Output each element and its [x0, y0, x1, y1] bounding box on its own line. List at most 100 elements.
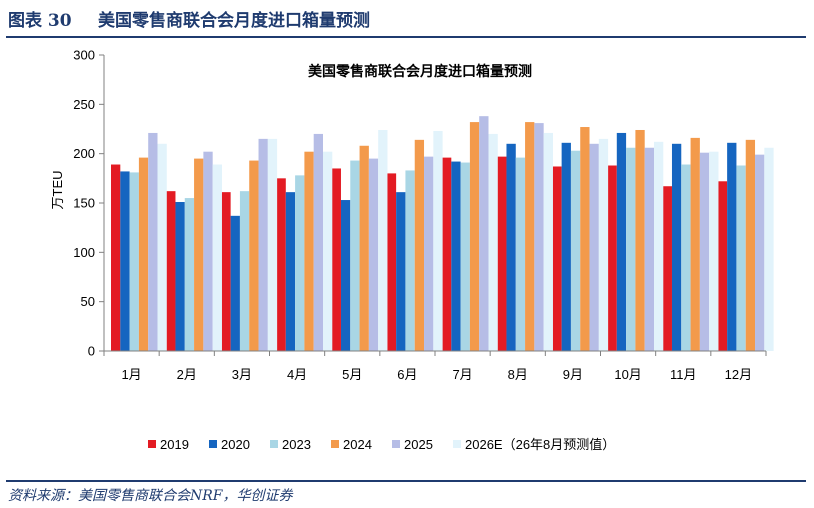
y-tick-label: 50 — [81, 294, 95, 309]
bar-2020-12 — [727, 142, 737, 351]
x-tick-label: 6月 — [397, 367, 417, 382]
legend-swatch — [331, 440, 339, 448]
y-axis-label: 万TEU — [50, 170, 65, 209]
x-tick-label: 1月 — [121, 367, 141, 382]
bars-layer — [111, 116, 774, 351]
bar-2023-2 — [184, 198, 195, 351]
bar-2026E268-12 — [764, 147, 774, 351]
chart-title: 美国零售商联合会月度进口箱量预测 — [308, 63, 532, 79]
bar-2019-3 — [221, 192, 231, 351]
bar-2024-12 — [745, 139, 756, 351]
bar-chart: 美国零售商联合会月度进口箱量预测 万TEU 0 50 100 150 200 250 300… — [50, 48, 774, 452]
legend-label: 2019 — [160, 437, 189, 452]
bar-2019-5 — [331, 168, 341, 351]
bar-2025-8 — [534, 123, 544, 351]
bar-2025-9 — [589, 143, 599, 351]
bar-2026E268-7 — [488, 133, 498, 351]
bar-2024-2 — [194, 158, 204, 351]
legend: 2019 2020 2023 2024 2025 2026E（26年8月预测值） — [148, 437, 615, 452]
bar-2024-1 — [138, 157, 149, 351]
bar-2026E268-5 — [378, 129, 388, 351]
bar-2019-9 — [552, 166, 562, 351]
bar-2024-11 — [690, 137, 700, 351]
legend-label: 2026E（26年8月预测值） — [465, 437, 615, 452]
bar-2024-8 — [525, 122, 535, 351]
bar-2026E268-8 — [543, 132, 553, 351]
bar-2024-6 — [414, 139, 425, 351]
bar-2023-10 — [626, 147, 636, 351]
y-tick-label: 0 — [88, 344, 95, 359]
legend-label: 2020 — [221, 437, 250, 452]
bar-2026E268-3 — [267, 138, 278, 351]
x-tick-label: 8月 — [508, 367, 528, 382]
axes-layer: 0 50 100 150 200 250 300 1月 2月 3月 4月 5月 6月 7月 8月 9月 10月 1… — [73, 48, 767, 382]
bar-2025-12 — [755, 154, 765, 351]
legend-swatch — [209, 440, 217, 448]
bar-2025-1 — [148, 132, 158, 351]
legend-label: 2025 — [404, 437, 433, 452]
bar-2025-11 — [699, 152, 710, 351]
y-tick-label: 250 — [73, 97, 95, 112]
x-tick-label: 11月 — [670, 367, 697, 382]
bar-2020-7 — [451, 161, 461, 351]
bar-2025-10 — [644, 147, 654, 351]
bar-2019-12 — [717, 181, 728, 351]
bar-2023-9 — [570, 150, 581, 351]
bar-2023-11 — [681, 164, 691, 351]
legend-label: 2023 — [282, 437, 311, 452]
x-tick-label: 5月 — [342, 367, 362, 382]
bar-2019-2 — [166, 191, 176, 351]
bar-2020-6 — [396, 192, 406, 351]
bar-2020-2 — [175, 202, 185, 351]
bar-2019-1 — [111, 164, 121, 351]
bar-2019-8 — [497, 156, 507, 351]
x-tick-label: 7月 — [452, 367, 472, 382]
bar-2026E268-9 — [598, 138, 609, 351]
header-rule — [6, 36, 806, 38]
bar-2026E268-2 — [212, 164, 222, 351]
y-tick-label: 200 — [73, 146, 95, 161]
legend-swatch — [270, 440, 278, 448]
x-tick-label: 12月 — [725, 367, 752, 382]
bar-2019-11 — [662, 186, 672, 351]
bar-2024-10 — [635, 129, 645, 351]
bar-2024-3 — [249, 160, 259, 351]
bar-2024-5 — [359, 145, 369, 351]
y-tick-label: 100 — [73, 245, 95, 260]
bar-2020-8 — [506, 143, 516, 351]
bar-2020-5 — [340, 200, 351, 351]
bar-2025-3 — [258, 138, 268, 351]
bar-2020-1 — [120, 171, 130, 351]
bar-2020-11 — [671, 143, 682, 351]
bar-2019-7 — [442, 157, 452, 351]
bar-2026E268-1 — [157, 143, 167, 351]
source-note: 资料来源：美国零售商联合会NRF，华创证券 — [8, 488, 293, 504]
bar-2025-5 — [368, 158, 379, 351]
bar-2024-4 — [304, 151, 314, 351]
x-tick-label: 4月 — [287, 367, 307, 382]
x-tick-label: 3月 — [232, 367, 252, 382]
bar-2019-6 — [386, 173, 397, 351]
y-tick-label: 300 — [73, 48, 95, 63]
bar-2025-2 — [203, 151, 213, 351]
legend-swatch — [453, 440, 461, 448]
bar-2023-12 — [736, 165, 746, 351]
bar-2024-7 — [469, 122, 480, 351]
x-tick-label: 10月 — [614, 367, 641, 382]
x-tick-label: 2月 — [177, 367, 197, 382]
x-tick-label: 9月 — [563, 367, 583, 382]
figure-header: 图表 30 美国零售商联合会月度进口箱量预测 — [8, 2, 808, 34]
bar-2023-8 — [515, 157, 526, 351]
bar-2023-3 — [239, 191, 250, 351]
bar-2025-6 — [424, 156, 434, 351]
bar-2026E268-4 — [323, 151, 333, 351]
legend-label: 2024 — [343, 437, 372, 452]
figure-label: 图表 30 — [8, 11, 72, 31]
bar-2025-4 — [313, 133, 323, 351]
bar-2020-4 — [285, 192, 296, 351]
figure-title: 美国零售商联合会月度进口箱量预测 — [98, 11, 370, 31]
bar-2025-7 — [479, 116, 489, 351]
bar-2023-4 — [295, 175, 305, 351]
legend-swatch — [392, 440, 400, 448]
bar-2026E268-11 — [709, 151, 719, 351]
